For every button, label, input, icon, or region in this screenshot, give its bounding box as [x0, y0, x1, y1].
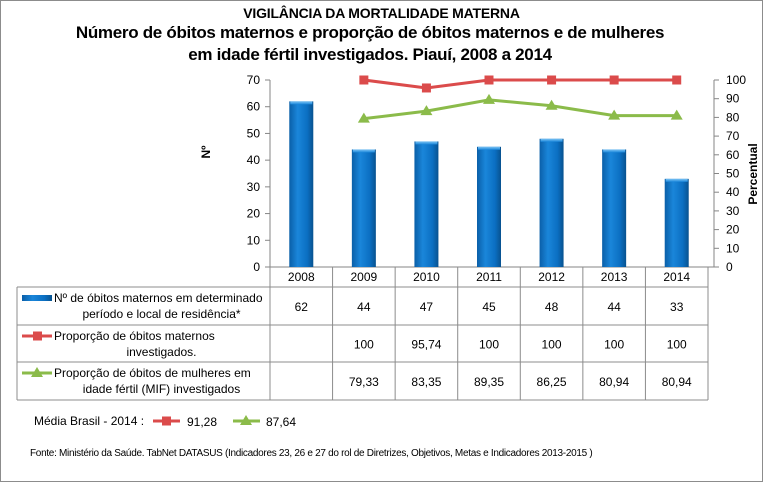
table-cell-value: 33 [670, 300, 684, 314]
table-cell-value: 83,35 [411, 375, 441, 389]
chart-title-line-1: Número de óbitos maternos e proporção de… [75, 23, 665, 42]
bar-highlight [290, 101, 313, 105]
bar-highlight [415, 141, 438, 145]
series-label-line-2: idade fértil (MIF) investigados [83, 382, 240, 396]
left-axis-tick-label: 60 [247, 100, 261, 114]
x-tick-label-2009: 2009 [351, 270, 378, 284]
bar-2009 [351, 149, 376, 267]
x-tick-label-2010: 2010 [413, 270, 440, 284]
bar-highlight [665, 178, 688, 182]
brazil-average-label: Média Brasil - 2014 : [34, 414, 145, 428]
left-axis-tick-label: 10 [247, 233, 261, 247]
series-label-line-1: Nº de óbitos maternos em determinado [54, 291, 263, 305]
series-label-line-1: Proporção de óbitos de mulheres em [54, 366, 251, 380]
table-cell-value: 47 [420, 300, 434, 314]
right-axis-tick-label: 100 [726, 73, 746, 87]
chart-title-line-2: em idade fértil investigados. Piauí, 200… [188, 45, 552, 64]
right-axis-tick-label: 80 [726, 110, 740, 124]
left-axis-tick-label: 30 [247, 180, 261, 194]
right-axis-tick-label: 50 [726, 167, 740, 181]
bar-2013 [602, 149, 627, 267]
bar-highlight [352, 149, 375, 153]
right-axis-tick-label: 60 [726, 148, 740, 162]
bar-highlight [540, 138, 563, 142]
right-axis-tick-label: 0 [726, 260, 733, 274]
x-tick-label-2011: 2011 [476, 270, 502, 284]
line-series-maternal [363, 78, 677, 90]
table-cell-value: 100 [542, 338, 562, 352]
right-axis-title: Percentual [746, 143, 760, 204]
x-tick-label-2013: 2013 [601, 270, 628, 284]
triangle-marker-2009 [357, 112, 370, 123]
bar-highlight [478, 146, 500, 150]
table-cell-value: 89,35 [474, 375, 504, 389]
table-cell-value: 80,94 [599, 375, 629, 389]
left-axis-tick-label: 20 [247, 207, 261, 221]
legend-key-triangle-marker [31, 367, 43, 377]
avg-key-triangle-marker [240, 415, 252, 425]
x-tick-label-2008: 2008 [288, 270, 315, 284]
left-axis-tick-label: 40 [247, 153, 261, 167]
legend-key-square-marker [33, 331, 42, 341]
table-cell-value: 100 [667, 338, 687, 352]
table-cell-value: 44 [357, 300, 371, 314]
avg-mif-value: 87,64 [266, 415, 296, 429]
square-marker-2013 [609, 75, 619, 85]
right-axis-tick-label: 10 [726, 241, 740, 255]
square-marker-2014 [672, 75, 682, 85]
series-label-line-2: investigados. [126, 345, 196, 359]
bar-2011 [477, 146, 501, 267]
line-series-mif [363, 98, 677, 121]
left-axis-tick-label: 0 [253, 260, 260, 274]
right-axis-tick-label: 40 [726, 185, 740, 199]
bar-2008 [289, 101, 314, 267]
table-cell-value: 86,25 [537, 375, 567, 389]
right-axis-tick-label: 20 [726, 223, 740, 237]
triangle-marker-2010 [420, 105, 433, 116]
chart-supertitle: VIGILÂNCIA DA MORTALIDADE MATERNA [243, 5, 520, 21]
right-axis-tick-label: 90 [726, 92, 740, 106]
table-cell-value: 95,74 [411, 338, 441, 352]
bar-2012 [539, 138, 564, 267]
table-cell-value: 48 [545, 300, 559, 314]
square-marker-2011 [484, 75, 494, 85]
right-axis-tick-label: 70 [726, 129, 740, 143]
table-cell-value: 80,94 [662, 375, 692, 389]
bar-2014 [664, 178, 689, 267]
bar-2010 [414, 141, 439, 267]
square-marker-2010 [421, 83, 431, 93]
triangle-marker-2013 [608, 109, 621, 120]
table-cell-value: 45 [482, 300, 496, 314]
right-axis-tick-label: 30 [726, 204, 740, 218]
left-axis-title: Nº [199, 145, 213, 159]
legend-key-bar [22, 295, 52, 301]
series-label-line-2: período e local de residência* [82, 307, 240, 321]
bar-highlight [603, 149, 626, 153]
table-cell-value: 100 [479, 338, 499, 352]
avg-maternal-value: 91,28 [187, 415, 217, 429]
x-tick-label-2014: 2014 [663, 270, 690, 284]
table-cell-value: 100 [604, 338, 624, 352]
triangle-marker-2012 [545, 99, 558, 110]
table-cell-value: 44 [607, 300, 621, 314]
square-marker-2009 [359, 75, 369, 85]
source-note: Fonte: Ministério da Saúde. TabNet DATAS… [30, 448, 593, 459]
series-label-line-1: Proporção de óbitos maternos [54, 329, 215, 343]
table-cell-value: 62 [295, 300, 309, 314]
triangle-marker-2011 [483, 93, 495, 104]
x-tick-label-2012: 2012 [538, 270, 565, 284]
avg-key-square-marker [162, 416, 171, 426]
square-marker-2012 [547, 75, 557, 85]
left-axis-tick-label: 70 [247, 73, 261, 87]
triangle-marker-2014 [670, 109, 683, 120]
table-cell-value: 79,33 [349, 375, 379, 389]
table-cell-value: 100 [354, 338, 374, 352]
left-axis-tick-label: 50 [247, 126, 261, 140]
